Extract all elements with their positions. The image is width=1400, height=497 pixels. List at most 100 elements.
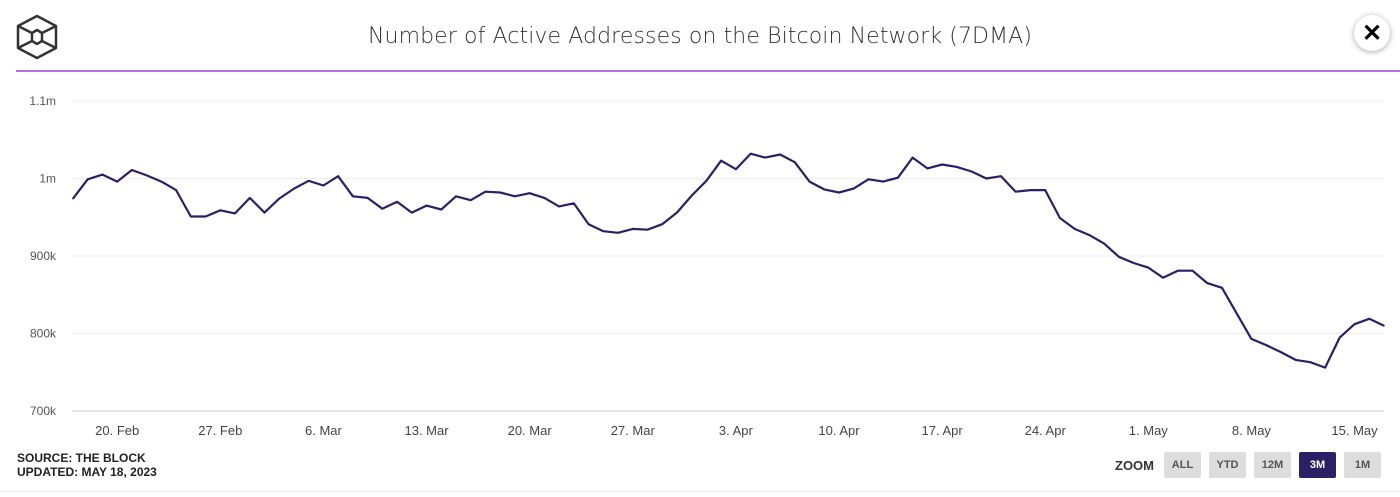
x-tick-label: 10. Apr	[818, 423, 860, 438]
data-point	[190, 215, 192, 218]
data-point	[941, 163, 943, 166]
data-point	[1088, 234, 1091, 236]
data-point	[528, 192, 531, 195]
data-point	[720, 159, 722, 162]
data-point	[307, 180, 310, 182]
data-point	[440, 208, 443, 211]
data-point	[911, 156, 914, 159]
data-point	[1206, 282, 1209, 284]
data-point	[469, 199, 472, 201]
x-tick-label: 15. May	[1331, 423, 1378, 438]
data-point	[1176, 269, 1179, 272]
data-point	[1368, 317, 1371, 320]
data-point	[808, 180, 811, 183]
data-point	[248, 197, 251, 199]
data-point	[1059, 217, 1061, 219]
data-point	[1294, 359, 1297, 361]
updated-text: UPDATED: MAY 18, 2023	[17, 465, 157, 479]
data-point	[661, 223, 664, 226]
data-point	[690, 194, 693, 197]
series-line	[72, 152, 1385, 369]
data-point	[86, 178, 89, 181]
data-point	[587, 223, 590, 226]
source-info: SOURCE: THE BLOCK UPDATED: MAY 18, 2023	[17, 451, 157, 479]
data-point	[219, 209, 222, 212]
data-point	[160, 180, 163, 183]
data-point	[1029, 189, 1032, 191]
y-tick-label: 700k	[30, 404, 57, 418]
data-point	[631, 228, 634, 230]
data-point	[1353, 323, 1356, 326]
data-point	[396, 200, 398, 203]
x-tick-label: 27. Feb	[198, 423, 242, 438]
data-point	[322, 184, 325, 187]
data-point	[1191, 269, 1194, 272]
data-point	[735, 168, 737, 170]
data-point	[381, 207, 384, 210]
line-chart: 700k 800k 900k 1m 1.1m 20. Feb 27. Feb 6. Mar 13…	[29, 94, 1385, 438]
data-point	[352, 195, 354, 198]
data-point	[116, 180, 118, 183]
zoom-button-1m[interactable]: 1M	[1344, 452, 1381, 478]
source-text: SOURCE: THE BLOCK	[17, 451, 146, 465]
data-point	[749, 152, 752, 155]
data-point	[897, 176, 899, 179]
data-point	[1132, 262, 1135, 264]
close-button[interactable]: ✕	[1354, 15, 1390, 51]
data-point	[1044, 189, 1047, 191]
x-tick-label: 17. Apr	[921, 423, 963, 438]
x-tick-label: 6. Mar	[305, 423, 343, 438]
the-block-logo-icon	[16, 14, 58, 60]
data-point	[499, 191, 501, 194]
data-point	[1280, 351, 1282, 353]
x-tick-label: 20. Feb	[95, 423, 139, 438]
data-point	[1162, 276, 1164, 279]
data-point	[337, 175, 339, 177]
zoom-button-3m[interactable]: 3M	[1299, 452, 1336, 478]
x-tick-label: 20. Mar	[508, 423, 553, 438]
zoom-button-12m[interactable]: 12M	[1254, 452, 1291, 478]
data-point	[1309, 361, 1312, 363]
data-point	[543, 197, 546, 199]
zoom-buttons: ALL YTD 12M 3M 1M	[1164, 452, 1381, 478]
data-point	[1250, 338, 1253, 340]
data-point	[1014, 190, 1017, 193]
data-point	[602, 230, 605, 232]
data-point	[1000, 175, 1002, 177]
y-tick-label: 900k	[30, 249, 57, 263]
x-tick-label: 1. May	[1129, 423, 1169, 438]
data-point	[366, 197, 369, 199]
y-tick-label: 1.1m	[29, 94, 56, 108]
data-point	[676, 211, 678, 214]
x-tick-label: 3. Apr	[719, 423, 754, 438]
x-tick-label: 8. May	[1232, 423, 1272, 438]
data-point	[1339, 336, 1341, 339]
data-point	[617, 231, 619, 234]
data-point	[1221, 286, 1223, 289]
x-tick-label: 24. Apr	[1025, 423, 1067, 438]
data-point	[867, 178, 870, 181]
data-point	[263, 211, 266, 214]
data-point	[823, 188, 826, 191]
data-point	[145, 174, 148, 177]
bottom-divider	[0, 491, 1400, 492]
data-point	[1265, 344, 1267, 346]
data-point	[131, 169, 133, 171]
data-point	[838, 191, 840, 194]
chart-title: Number of Active Addresses on the Bitcoi…	[367, 24, 1033, 49]
zoom-label: ZOOM	[1115, 458, 1154, 473]
data-point	[1147, 266, 1150, 269]
data-point	[514, 195, 516, 198]
x-tick-label: 27. Mar	[611, 423, 656, 438]
data-point	[956, 166, 958, 168]
x-tick-label: 13. Mar	[404, 423, 449, 438]
data-point	[1324, 366, 1326, 369]
data-point	[72, 197, 74, 200]
data-point	[852, 187, 855, 190]
data-point	[1235, 312, 1238, 315]
data-point	[882, 180, 884, 183]
zoom-button-ytd[interactable]: YTD	[1209, 452, 1246, 478]
data-point	[425, 204, 428, 207]
data-point	[234, 212, 236, 215]
zoom-button-all[interactable]: ALL	[1164, 452, 1201, 478]
